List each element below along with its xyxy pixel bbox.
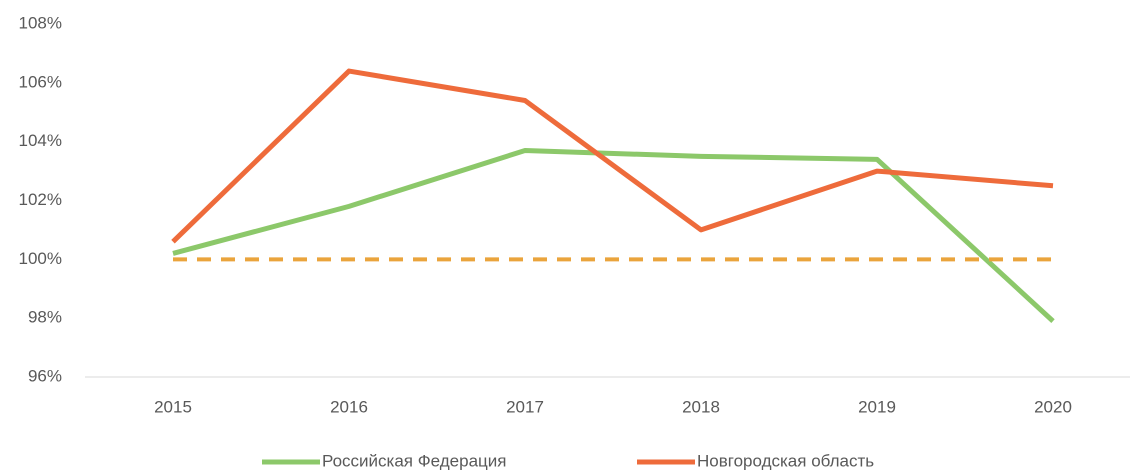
y-tick-label: 102% bbox=[19, 190, 62, 209]
x-tick-label: 2017 bbox=[506, 397, 544, 416]
series-line bbox=[172, 147, 1055, 323]
y-tick-label: 104% bbox=[19, 131, 62, 150]
legend-label: Новгородская область bbox=[697, 451, 874, 470]
y-tick-label: 100% bbox=[19, 249, 62, 268]
legend-label: Российская Федерация bbox=[322, 451, 506, 470]
y-tick-label: 108% bbox=[19, 13, 62, 32]
x-tick-label: 2015 bbox=[154, 397, 192, 416]
x-tick-label: 2020 bbox=[1034, 397, 1072, 416]
x-tick-label: 2016 bbox=[330, 397, 368, 416]
y-tick-label: 106% bbox=[19, 72, 62, 91]
x-tick-label: 2018 bbox=[682, 397, 720, 416]
x-tick-label: 2019 bbox=[858, 397, 896, 416]
y-tick-label: 98% bbox=[28, 308, 62, 327]
y-tick-label: 96% bbox=[28, 366, 62, 385]
series-line bbox=[171, 68, 1054, 244]
